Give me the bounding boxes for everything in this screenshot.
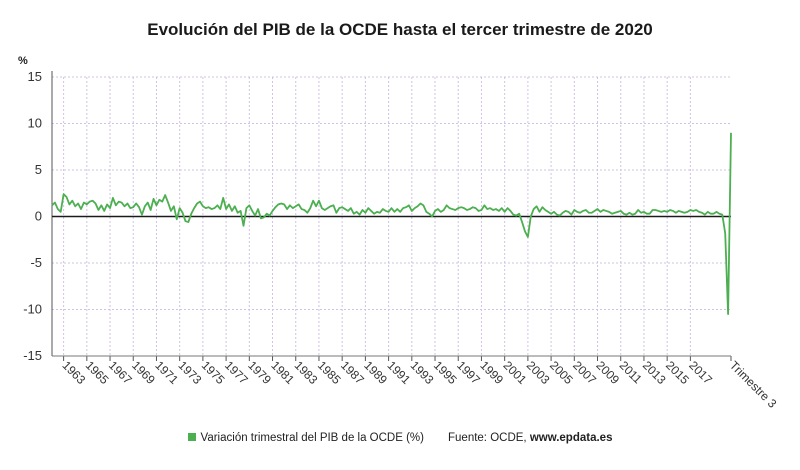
x-tick-label: 1977 (222, 358, 251, 387)
x-tick-label: 1969 (129, 358, 158, 387)
legend: Variación trimestral del PIB de la OCDE … (0, 432, 800, 444)
source-prefix: Fuente: OCDE, (448, 432, 530, 444)
legend-swatch (187, 433, 196, 441)
x-tick-label: 1997 (454, 358, 483, 387)
y-tick-label: 5 (35, 162, 42, 177)
x-tick-label: 2003 (524, 358, 553, 387)
x-tick-label: 1987 (338, 358, 367, 387)
chart-title: Evolución del PIB de la OCDE hasta el te… (147, 20, 653, 39)
x-tick-label: 2013 (640, 358, 669, 387)
x-tick-label: 2009 (593, 358, 622, 387)
y-tick-label: -15 (23, 348, 42, 363)
y-tick-label: 10 (28, 116, 42, 131)
series-layer (51, 132, 732, 316)
x-tick-label: 1965 (83, 358, 112, 387)
x-tick-label: 2017 (686, 358, 715, 387)
x-tick-label: 2005 (547, 358, 576, 387)
x-tick-label: 2001 (501, 358, 530, 387)
x-tick-label: 2007 (570, 358, 599, 387)
axes (51, 71, 732, 361)
x-tick-label: 1975 (199, 358, 228, 387)
x-tick-label: 1989 (361, 358, 390, 387)
x-tick-label: 2011 (617, 358, 645, 386)
x-tick-label: 1979 (245, 358, 274, 387)
x-tick-label: 2015 (663, 358, 692, 387)
y-tick-label: 0 (35, 209, 42, 224)
x-tick-label: 1999 (477, 358, 506, 387)
y-axis-unit-label: % (18, 55, 28, 67)
y-tick-label: -10 (23, 302, 42, 317)
y-tick-labels: -15 -10 -5 0 5 10 15 (23, 69, 42, 363)
x-tick-label: 1993 (408, 358, 437, 387)
x-tick-label: 1995 (431, 358, 460, 387)
source-site: www.epdata.es (529, 432, 613, 444)
grid-lines (52, 76, 731, 357)
y-tick-label: 15 (28, 69, 42, 84)
y-tick-label: -5 (30, 255, 42, 270)
series-line (51, 132, 732, 316)
legend-series-label: Variación trimestral del PIB de la OCDE … (200, 432, 424, 444)
x-tick-label: 1983 (292, 358, 321, 387)
x-tick-label: 1985 (315, 358, 344, 387)
x-tick-label: Trimestre 3 (727, 358, 780, 411)
x-tick-label: 1991 (384, 358, 413, 387)
x-tick-label: 1973 (176, 358, 205, 387)
x-tick-label: 1981 (268, 358, 297, 387)
x-tick-label: 1971 (152, 358, 181, 387)
x-tick-label: 1963 (59, 358, 88, 387)
x-tick-label: 1967 (106, 358, 135, 387)
x-tick-labels: 1963196519671969197119731975197719791981… (59, 358, 779, 411)
